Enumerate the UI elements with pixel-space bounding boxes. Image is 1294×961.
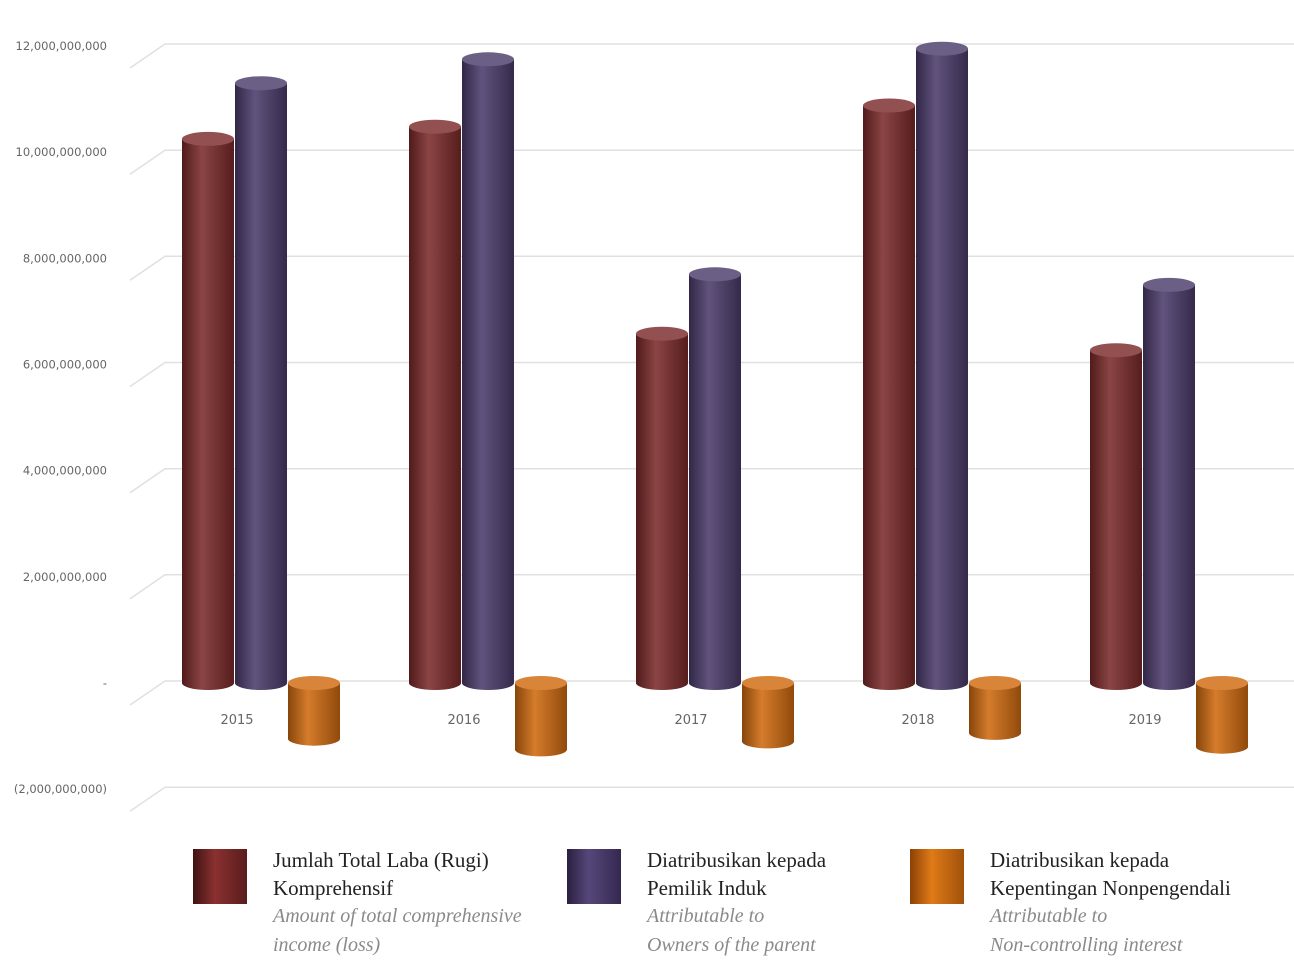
legend-label-id: Komprehensif	[273, 876, 394, 900]
x-tick-label: 2017	[674, 713, 707, 728]
bar-top-nci-2018	[969, 676, 1021, 690]
bar-parent-2015	[235, 83, 287, 690]
legend-text-nci: Diatribusikan kepada Kepentingan Nonpeng…	[990, 846, 1231, 960]
legend-label-en: Amount of total comprehensive	[273, 905, 522, 927]
bar-total-2018	[863, 105, 915, 690]
legend: Jumlah Total Laba (Rugi) Komprehensif Am…	[0, 846, 1294, 961]
bar-parent-2019	[1143, 284, 1195, 690]
bar-nci-2018	[969, 683, 1021, 740]
legend-swatch-total	[193, 849, 247, 904]
bar-top-nci-2019	[1196, 676, 1248, 690]
bar-top-parent-2018	[916, 41, 968, 56]
bar-parent-2016	[462, 59, 514, 691]
legend-label-en: income (loss)	[273, 934, 381, 956]
bar-total-2016	[409, 126, 461, 690]
x-tick-label: 2019	[1128, 713, 1161, 728]
y-tick-label: 2,000,000,000	[23, 570, 107, 584]
legend-text-total: Jumlah Total Laba (Rugi) Komprehensif Am…	[273, 846, 522, 960]
bar-nci-2015	[288, 683, 340, 746]
bar-top-nci-2015	[288, 676, 340, 690]
legend-label-en: Attributable to	[647, 905, 765, 927]
bar-total-2019	[1090, 350, 1142, 690]
legend-label-id: Diatribusikan kepada	[990, 848, 1170, 872]
bar-top-parent-2019	[1143, 277, 1195, 292]
legend-label-id: Jumlah Total Laba (Rugi)	[273, 848, 489, 872]
bar-parent-2017	[689, 274, 741, 690]
bar-top-total-2018	[863, 98, 915, 113]
bar-nci-2019	[1196, 683, 1248, 754]
bar-top-parent-2017	[689, 267, 741, 282]
bar-total-2015	[182, 138, 234, 690]
legend-swatch-nci	[910, 849, 964, 904]
y-tick-label: 6,000,000,000	[23, 358, 107, 372]
y-tick-label: 4,000,000,000	[23, 464, 107, 478]
grid-layer	[129, 43, 1294, 812]
legend-label-en: Non-controlling interest	[990, 934, 1183, 956]
bar-top-total-2016	[409, 119, 461, 134]
y-axis: 12,000,000,000 10,000,000,000 8,000,000,00…	[14, 39, 107, 796]
x-tick-label: 2015	[220, 713, 253, 728]
y-tick-label: 10,000,000,000	[16, 145, 107, 159]
legend-label-en: Attributable to	[990, 905, 1108, 927]
y-tick-label: 8,000,000,000	[23, 251, 107, 265]
bar-top-parent-2016	[462, 52, 514, 67]
bar-top-parent-2015	[235, 76, 287, 91]
legend-text-parent: Diatribusikan kepada Pemilik Induk Attri…	[647, 846, 826, 960]
bars	[182, 41, 1248, 757]
bar-parent-2018	[916, 48, 968, 690]
bar-nci-2017	[742, 683, 794, 749]
x-tick-label: 2018	[901, 713, 934, 728]
gridline	[129, 149, 1294, 175]
legend-swatch-parent	[567, 849, 621, 904]
bar-top-nci-2017	[742, 676, 794, 690]
gridline	[129, 786, 1294, 812]
bar-top-nci-2016	[515, 676, 567, 690]
bar-top-total-2019	[1090, 343, 1142, 358]
legend-label-en: Owners of the parent	[647, 934, 816, 956]
legend-label-id: Kepentingan Nonpengendali	[990, 876, 1231, 900]
y-tick-label: -	[103, 676, 107, 690]
bar-nci-2016	[515, 683, 567, 757]
bar-top-total-2017	[636, 326, 688, 341]
legend-label-id: Pemilik Induk	[647, 876, 767, 900]
y-tick-label: 12,000,000,000	[16, 39, 107, 53]
legend-label-id: Diatribusikan kepada	[647, 848, 827, 872]
bar-top-total-2015	[182, 131, 234, 146]
comprehensive-income-chart: 12,000,000,000 10,000,000,000 8,000,000,00…	[14, 39, 1294, 812]
gridline	[129, 43, 1294, 69]
x-axis: 2015 2016 2017 2018 2019	[220, 713, 1161, 728]
x-tick-label: 2016	[447, 713, 480, 728]
y-tick-label: (2,000,000,000)	[14, 782, 107, 796]
bar-total-2017	[636, 333, 688, 690]
